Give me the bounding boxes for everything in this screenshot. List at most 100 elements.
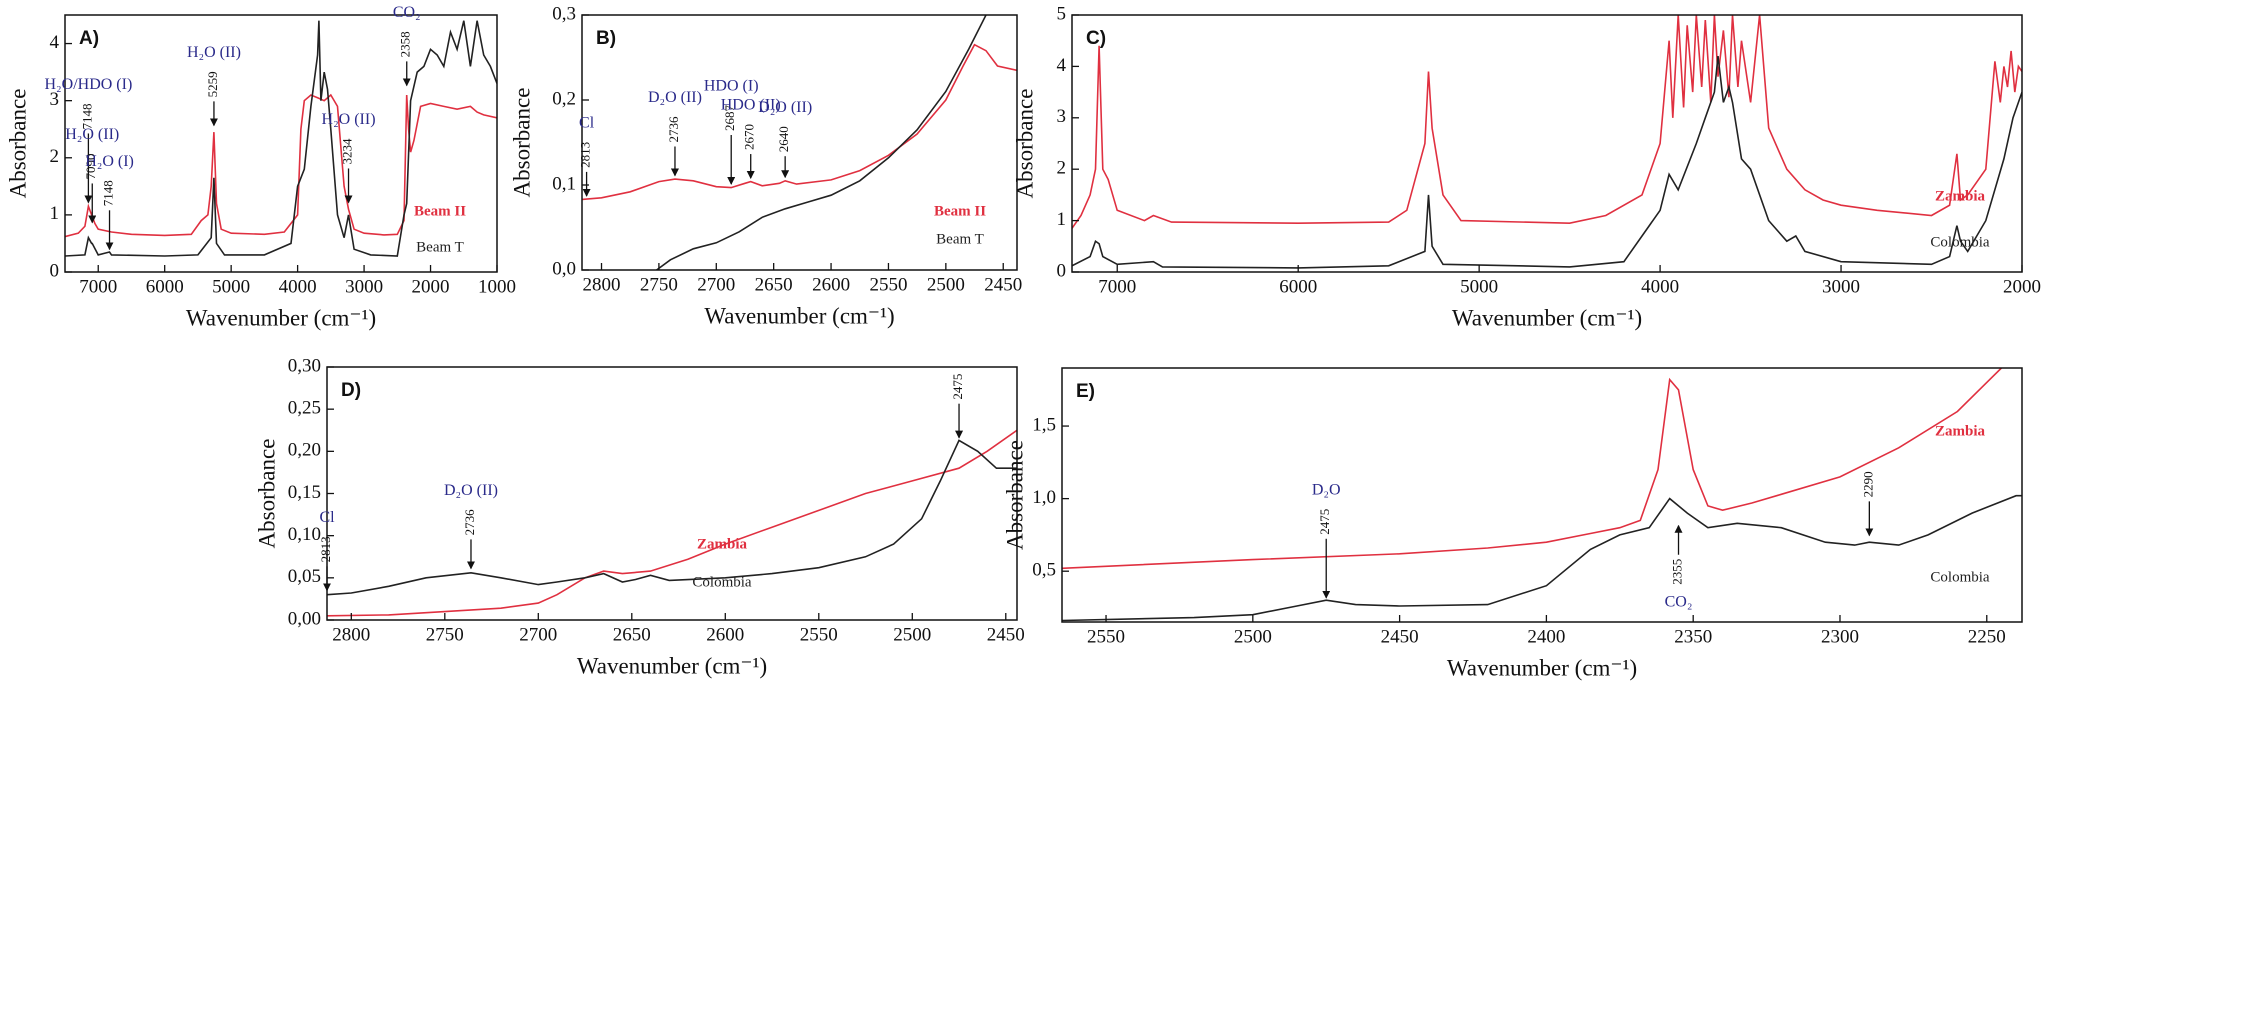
- y-axis-title: Absorbance: [1012, 89, 1037, 199]
- y-tick-label: 2: [1057, 158, 1067, 179]
- annotation-label: H₂O (II): [65, 126, 119, 143]
- x-tick-label: 2800: [583, 274, 621, 295]
- y-tick-label: 2: [50, 146, 60, 167]
- x-tick-label: 2500: [927, 274, 965, 295]
- y-axis-title: Absorbance: [509, 88, 534, 198]
- x-tick-label: 2550: [869, 274, 907, 295]
- spectrum-line: [582, 43, 1017, 201]
- x-tick-label: 2300: [1821, 626, 1859, 647]
- x-axis-title: Wavenumber (cm⁻¹): [704, 303, 894, 328]
- x-axis-title: Wavenumber (cm⁻¹): [1447, 655, 1637, 680]
- legend-label: Zambia: [697, 536, 748, 552]
- annotation-number: 2736: [666, 116, 681, 143]
- x-tick-label: 6000: [146, 276, 184, 297]
- annotation-number: 7148: [79, 103, 94, 129]
- x-tick-label: 7000: [1098, 276, 1136, 297]
- spectrum-line: [327, 429, 1017, 617]
- annotation-label: Cl: [579, 115, 595, 132]
- y-tick-label: 3: [50, 89, 60, 110]
- panel: Beam II Beam T 2800 2750 2700 2650 2600 2550 250…: [509, 3, 1022, 328]
- spectrum-line: [327, 439, 1017, 596]
- x-tick-label: 4000: [279, 276, 317, 297]
- y-axis-title: Absorbance: [5, 89, 30, 199]
- panel: Zambia Colombia 7000 6000 5000 4000 3000 2000 0 1…: [1012, 3, 2041, 330]
- x-tick-label: 5000: [212, 276, 250, 297]
- annotation-number: 2736: [462, 509, 477, 536]
- y-tick-label: 0,30: [288, 355, 321, 376]
- legend-label: Colombia: [1930, 234, 1990, 250]
- annotation-label: D₂O (II): [648, 89, 702, 106]
- x-tick-label: 7000: [79, 276, 117, 297]
- y-tick-label: 0,3: [552, 3, 576, 24]
- y-tick-label: 0,20: [288, 440, 321, 461]
- x-tick-label: 2000: [2003, 276, 2041, 297]
- plot-frame: [326, 366, 1018, 621]
- legend-label: Beam T: [416, 239, 464, 255]
- legend-label: Beam T: [936, 231, 984, 247]
- plot-frame: [581, 14, 1018, 271]
- x-tick-label: 2700: [697, 274, 735, 295]
- y-tick-label: 1: [1057, 209, 1067, 230]
- y-tick-label: 0,00: [288, 608, 321, 629]
- y-tick-label: 0,05: [288, 566, 321, 587]
- x-tick-label: 2500: [1234, 626, 1272, 647]
- x-tick-label: 2550: [1087, 626, 1125, 647]
- x-tick-label: 2250: [1968, 626, 2006, 647]
- panel-label: B): [596, 28, 616, 49]
- y-axis-title: Absorbance: [254, 439, 279, 549]
- annotation-label: D₂O (II): [444, 482, 498, 499]
- annotation-number: 2640: [776, 126, 791, 152]
- annotation-label: H₂O (II): [322, 111, 376, 128]
- annotation-label: CO₂: [1665, 593, 1693, 610]
- x-tick-label: 2650: [613, 624, 651, 645]
- x-tick-label: 2750: [640, 274, 678, 295]
- y-tick-label: 0,25: [288, 398, 321, 419]
- spectrum-line: [65, 93, 497, 238]
- spectrum-line: [1072, 56, 2022, 269]
- x-tick-label: 1000: [478, 276, 516, 297]
- annotation-number: 2813: [318, 536, 333, 562]
- legend-label: Colombia: [692, 574, 752, 590]
- x-axis-title: Wavenumber (cm⁻¹): [186, 305, 376, 330]
- plot-frame: [1071, 14, 2023, 273]
- y-tick-label: 0,5: [1032, 560, 1056, 581]
- y-tick-label: 0,2: [552, 88, 576, 109]
- panel: Zambia Colombia 2800 2750 2700 2650 2600 2550 25…: [254, 355, 1024, 678]
- annotation-label: HDO (II): [721, 97, 781, 114]
- x-tick-label: 3000: [1822, 276, 1860, 297]
- annotation-label: D₂O (II): [758, 99, 812, 116]
- y-tick-label: 4: [1057, 55, 1067, 76]
- panel: Beam II Beam T 7000 6000 5000 4000 3000 2000 100…: [5, 4, 516, 330]
- x-tick-label: 2500: [893, 624, 931, 645]
- annotation-number: 2358: [398, 31, 413, 57]
- x-tick-label: 2000: [412, 276, 450, 297]
- y-tick-label: 0,1: [552, 173, 576, 194]
- annotation-number: 2355: [1669, 559, 1684, 585]
- x-tick-label: 2450: [984, 274, 1022, 295]
- annotation-label: CO₂: [393, 4, 421, 21]
- x-tick-label: 2600: [706, 624, 744, 645]
- x-tick-label: 2700: [519, 624, 557, 645]
- x-tick-label: 2550: [800, 624, 838, 645]
- x-tick-label: 5000: [1460, 276, 1498, 297]
- y-tick-label: 0,0: [552, 258, 576, 279]
- plot-frame: [1061, 367, 2023, 623]
- x-tick-label: 2450: [1381, 626, 1419, 647]
- annotation-number: 2670: [742, 124, 757, 150]
- legend-label: Colombia: [1930, 569, 1990, 585]
- y-axis-title: Absorbance: [1002, 440, 1027, 550]
- annotation-label: D₂O: [1312, 481, 1341, 498]
- y-tick-label: 3: [1057, 106, 1067, 127]
- x-tick-label: 6000: [1279, 276, 1317, 297]
- x-tick-label: 2400: [1527, 626, 1565, 647]
- annotation-label: H₂O (I): [85, 153, 134, 170]
- annotation-number: 7090: [83, 153, 98, 179]
- annotation-number: 7148: [101, 180, 116, 206]
- annotation-number: 2475: [1317, 509, 1332, 535]
- legend-label: Beam II: [414, 203, 466, 219]
- annotation-number: 2290: [1860, 471, 1875, 497]
- annotation-number: 2813: [578, 142, 593, 168]
- annotation-number: 5259: [205, 71, 220, 97]
- panel-label: E): [1076, 381, 1095, 402]
- legend-label: Zambia: [1935, 423, 1986, 439]
